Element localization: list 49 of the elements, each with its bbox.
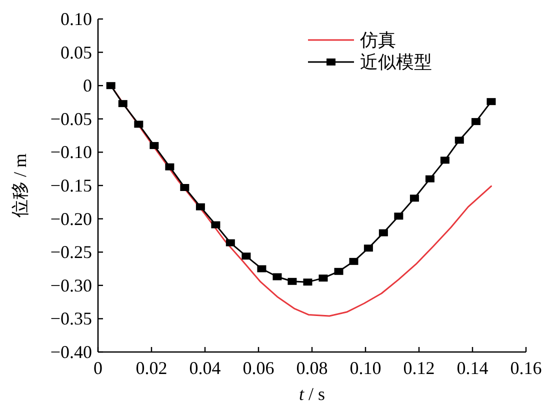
- point: [440, 156, 450, 164]
- point: [334, 268, 344, 275]
- point: [134, 120, 144, 128]
- point: [486, 98, 496, 106]
- point: [454, 136, 464, 144]
- point: [180, 184, 190, 191]
- point: [425, 175, 434, 182]
- x-tick-label: 0.02: [136, 358, 168, 378]
- x-axis-title: t / s: [298, 384, 326, 404]
- point: [150, 142, 159, 150]
- y-tick-label: 0: [83, 76, 92, 96]
- y-tick-label: 0.05: [60, 42, 92, 62]
- x-tick-label: 0.14: [456, 358, 488, 378]
- point: [288, 278, 297, 285]
- point: [257, 265, 266, 272]
- point: [196, 203, 205, 210]
- point: [272, 273, 282, 280]
- point: [394, 212, 404, 220]
- x-tick-label: 0.16: [510, 358, 542, 378]
- point: [242, 252, 251, 260]
- x-tick-label: 0.08: [296, 358, 328, 378]
- point: [106, 82, 116, 90]
- point: [211, 221, 220, 228]
- x-tick-label: 0.12: [403, 358, 435, 378]
- point: [318, 274, 328, 282]
- point: [165, 163, 174, 170]
- x-tick-label: 0.06: [242, 358, 274, 378]
- point: [378, 229, 388, 236]
- point: [410, 194, 419, 202]
- legend-label: 仿真: [359, 30, 396, 50]
- y-tick-label: −0.30: [50, 275, 92, 296]
- point: [364, 244, 373, 252]
- point: [118, 100, 128, 108]
- y-tick-label: −0.20: [50, 208, 92, 229]
- y-tick-label: −0.10: [50, 142, 92, 162]
- x-tick-label: 0.04: [189, 358, 221, 378]
- y-tick-label: −0.25: [50, 242, 92, 262]
- y-tick-label: −0.35: [50, 308, 92, 329]
- y-tick-label: −0.05: [50, 108, 92, 129]
- y-tick-label: 0.10: [60, 9, 92, 29]
- point: [226, 239, 235, 246]
- y-tick-label: −0.40: [50, 342, 92, 362]
- point: [303, 278, 312, 286]
- point: [349, 258, 358, 265]
- y-axis-title: 位移 / m: [10, 153, 30, 218]
- point: [471, 118, 480, 126]
- x-tick-label: 0.10: [350, 358, 382, 378]
- legend-label: 近似模型: [360, 52, 432, 72]
- y-tick-label: −0.15: [50, 176, 92, 196]
